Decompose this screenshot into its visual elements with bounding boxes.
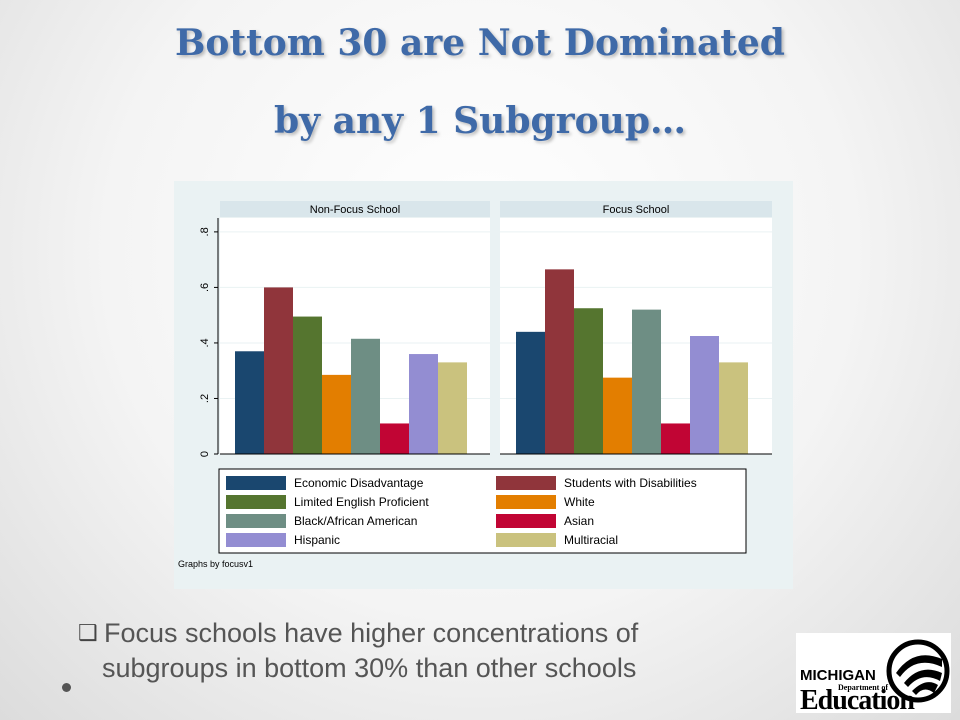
- bar: [516, 331, 545, 454]
- bar: [322, 374, 351, 454]
- bar: [574, 308, 603, 454]
- bar: [690, 336, 719, 454]
- chart-note: Graphs by focusv1: [178, 559, 253, 569]
- checkbox-bullet-icon: ❑: [78, 620, 98, 645]
- bar: [409, 354, 438, 454]
- bar: [661, 423, 690, 454]
- empty-bullet-dot: [62, 683, 71, 692]
- bar: [293, 316, 322, 454]
- bar: [380, 423, 409, 454]
- legend-key: [226, 476, 286, 490]
- legend-key: [496, 495, 556, 509]
- y-tick-label: .4: [199, 338, 211, 347]
- legend-key: [226, 514, 286, 528]
- bar: [719, 362, 748, 454]
- logo-michigan-text: MICHIGAN: [800, 667, 876, 684]
- legend-label: Limited English Proficient: [294, 495, 429, 509]
- legend-label: Economic Disadvantage: [294, 476, 424, 490]
- slide-title-line-1: Bottom 30 are Not Dominated: [175, 22, 785, 64]
- legend-key: [226, 495, 286, 509]
- legend-label: Multiracial: [564, 533, 618, 547]
- logo-education-text: Education: [800, 685, 915, 716]
- bar: [632, 309, 661, 454]
- bullet-text-line-2: subgroups in bottom 30% than other schoo…: [102, 653, 637, 683]
- panel-header: [500, 201, 772, 217]
- panel-header: [220, 201, 490, 217]
- y-tick-label: .2: [199, 394, 211, 403]
- legend-label: White: [564, 495, 595, 509]
- bar: [351, 338, 380, 454]
- slide-title-line-2: by any 1 Subgroup…: [274, 100, 686, 142]
- bar: [235, 351, 264, 454]
- legend-box: [218, 468, 747, 554]
- legend-key: [496, 476, 556, 490]
- legend-key: [496, 533, 556, 547]
- y-tick-label: .8: [199, 227, 211, 236]
- bar: [545, 269, 574, 454]
- legend-label: Hispanic: [294, 533, 340, 547]
- bar-chart: 0 .2 .4 .6 .8 Non-Focus School Focus School Eco…: [174, 181, 793, 589]
- logo-department-text: Department of: [838, 683, 888, 692]
- bar: [264, 287, 293, 454]
- chart-svg: 0 .2 .4 .6 .8 Non-Focus School Focus School Eco…: [174, 181, 793, 589]
- bullet-text-line-1: Focus schools have higher concentrations…: [104, 618, 639, 648]
- logo-emblem-icon: [886, 639, 950, 703]
- panel-header-label: Focus School: [603, 204, 670, 216]
- legend-key: [496, 514, 556, 528]
- legend-label: Asian: [564, 514, 594, 528]
- y-tick-label: .6: [199, 283, 211, 292]
- panel-header-label: Non-Focus School: [310, 204, 401, 216]
- legend-label: Black/African American: [294, 514, 417, 528]
- legend-label: Students with Disabilities: [564, 476, 697, 490]
- bar: [603, 377, 632, 454]
- legend-key: [226, 533, 286, 547]
- bar: [438, 362, 467, 454]
- michigan-education-logo: MICHIGAN Department of Education: [796, 633, 951, 716]
- y-tick-label: 0: [199, 451, 211, 457]
